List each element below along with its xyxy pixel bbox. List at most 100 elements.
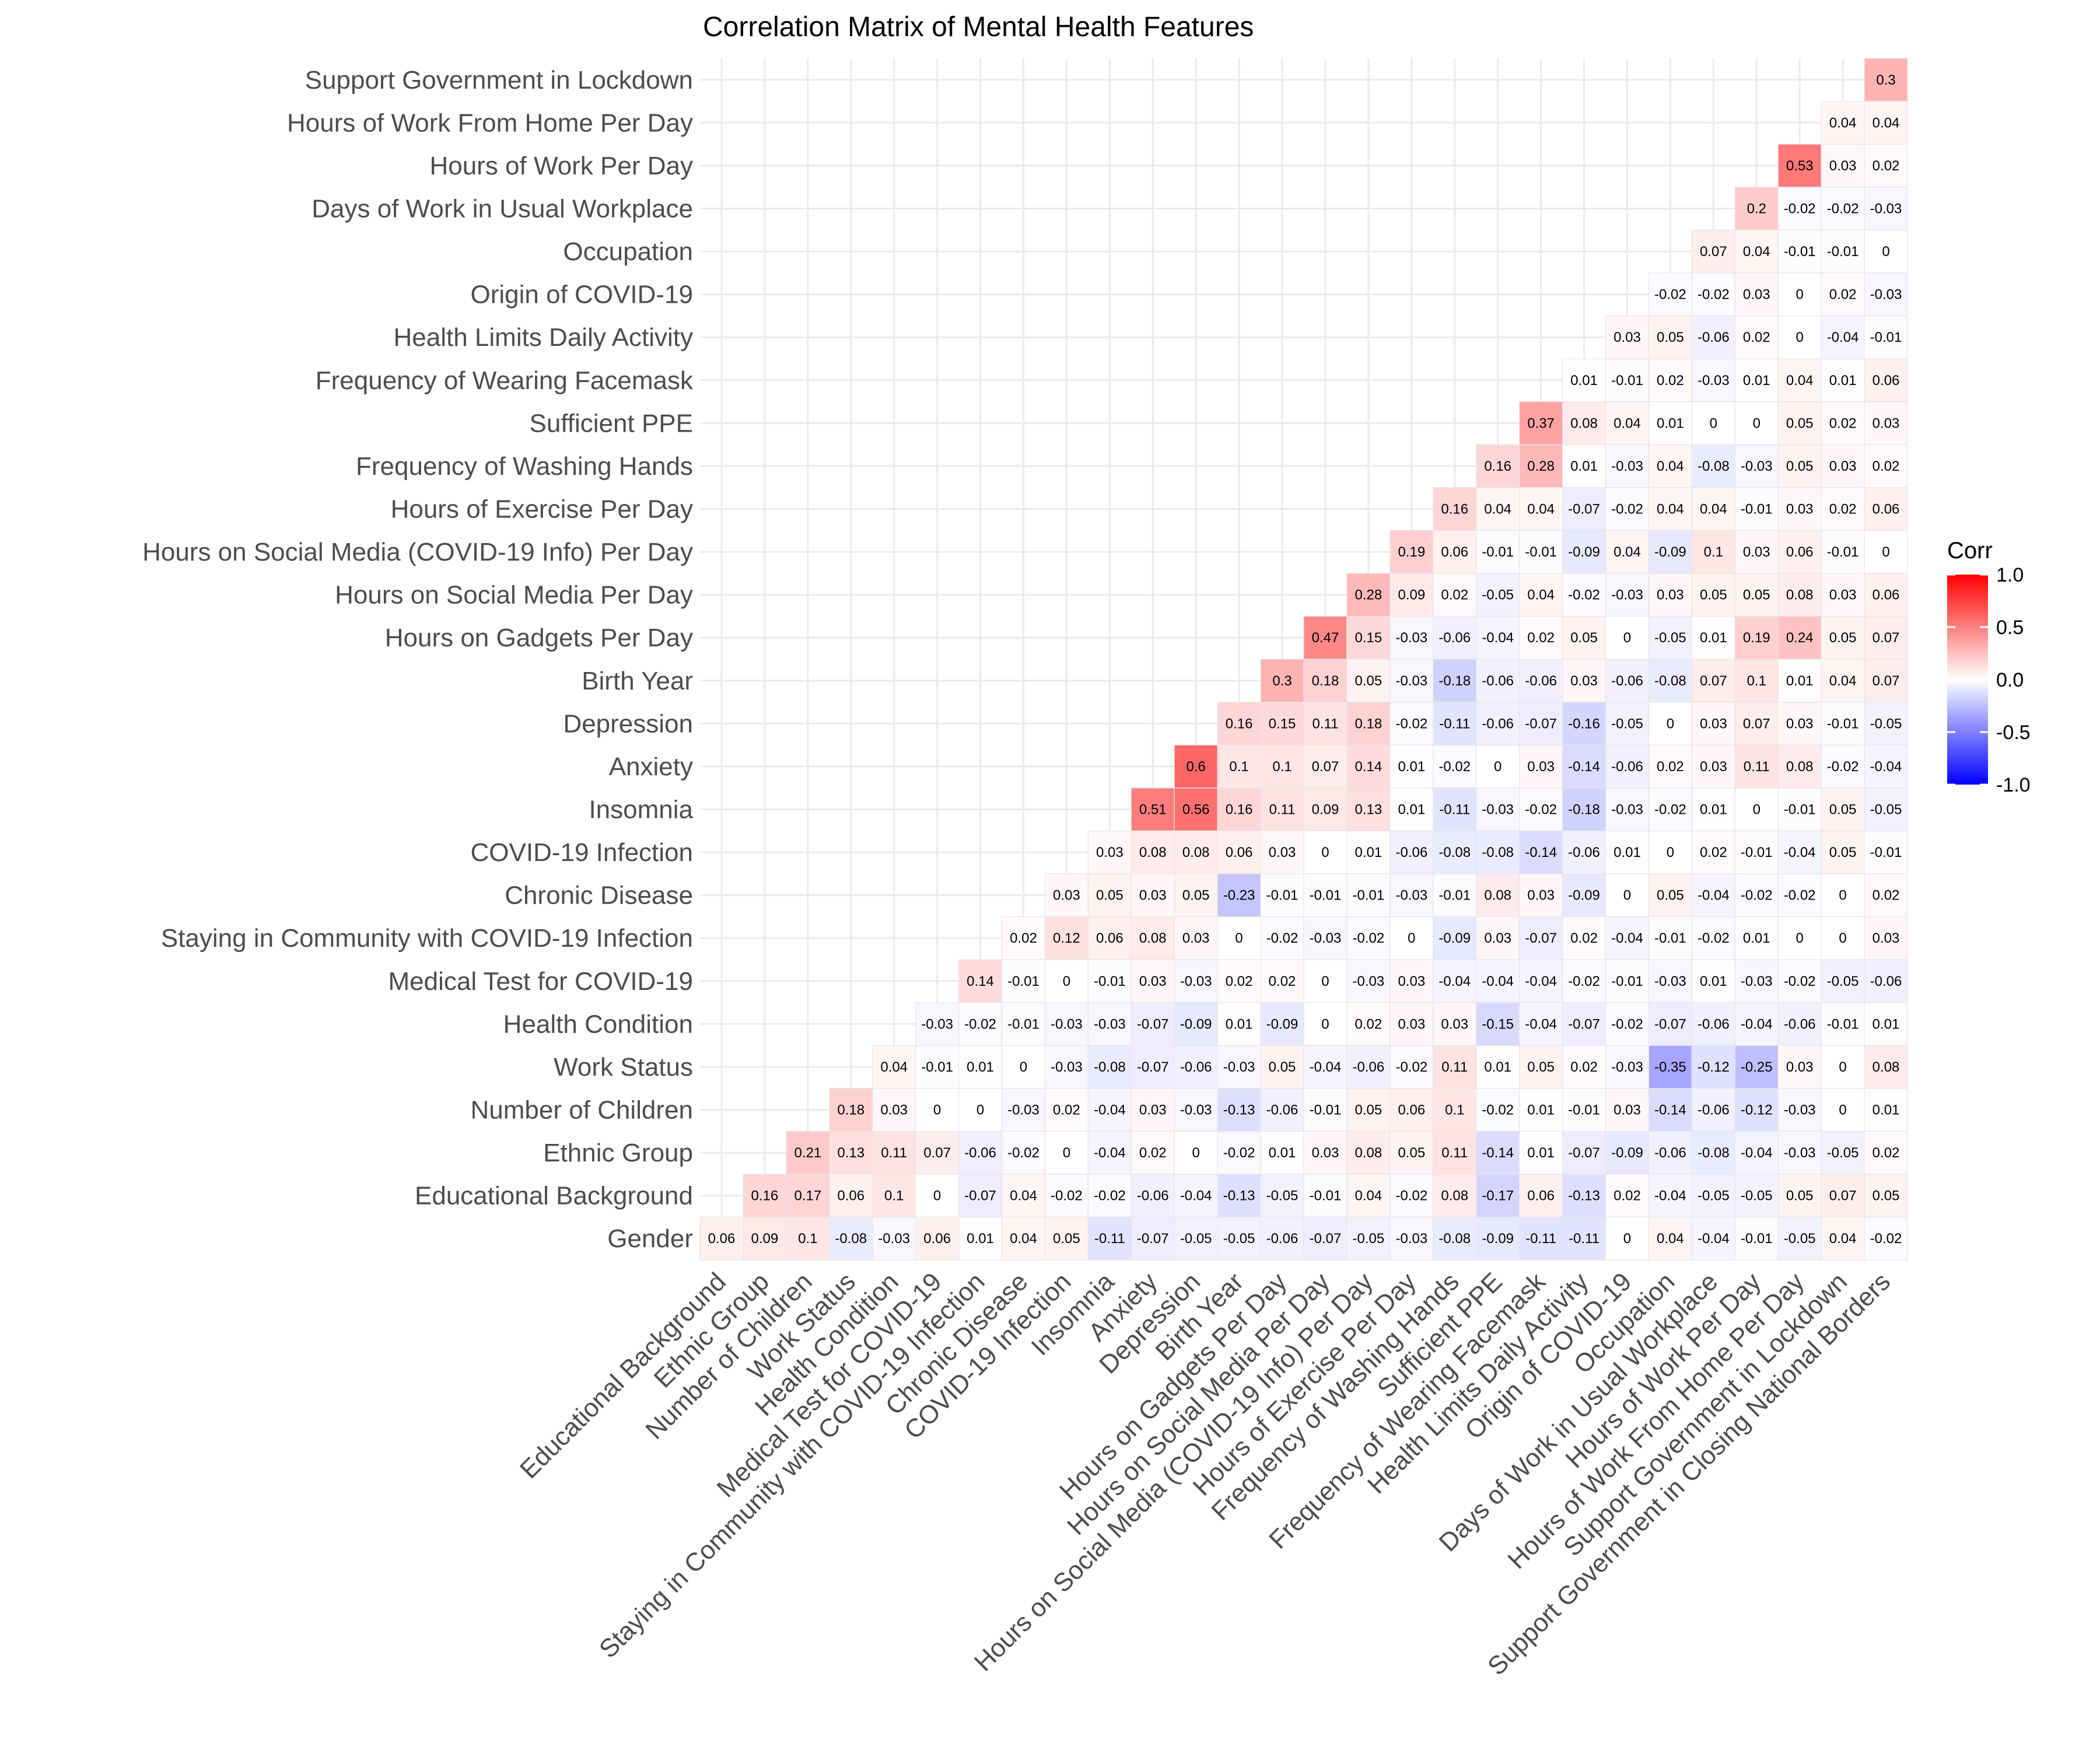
cell-value-label: 0.08	[1786, 587, 1814, 603]
heatmap-cell	[1648, 573, 1692, 617]
heatmap-cell	[1001, 1088, 1046, 1132]
cell-value-label: -0.03	[1051, 1016, 1083, 1032]
cell-value-label: 0	[1063, 974, 1070, 989]
heatmap-cell	[915, 1002, 960, 1046]
heatmap-cell	[786, 1174, 830, 1218]
y-tick-label: Number of Children	[471, 1096, 694, 1125]
cell-value-label: -0.04	[1438, 974, 1471, 989]
heatmap-cell	[915, 1045, 960, 1089]
cell-value-label: -0.06	[1698, 330, 1730, 345]
cell-value-label: -0.05	[1611, 716, 1643, 732]
cell-value-label: -0.01	[1310, 1188, 1342, 1204]
cell-value-label: -0.03	[1395, 888, 1427, 904]
cell-value-label: 0.04	[1829, 115, 1857, 131]
heatmap-cell	[1346, 1045, 1391, 1089]
cell-value-label: -0.02	[1051, 1188, 1083, 1204]
cell-value-label: 0	[1839, 1059, 1846, 1075]
heatmap-cell	[1777, 615, 1822, 660]
heatmap-cell	[1130, 1130, 1175, 1175]
heatmap-cell	[1777, 744, 1822, 789]
cell-value-label: 0.06	[1873, 502, 1900, 517]
cell-value-label: 0	[1623, 630, 1631, 646]
heatmap-cell	[1648, 1216, 1692, 1261]
heatmap-cell	[1519, 487, 1563, 531]
heatmap-cell	[786, 1130, 830, 1175]
cell-value-label: 0.07	[1312, 759, 1339, 775]
cell-value-label: 0.05	[1398, 1145, 1425, 1161]
heatmap-cell	[1044, 1216, 1088, 1261]
heatmap-cell	[1562, 530, 1606, 574]
cell-value-label: 0.03	[1786, 1059, 1814, 1075]
cell-value-label: 0.06	[1527, 1188, 1555, 1204]
cell-value-label: 0.04	[1873, 115, 1900, 131]
cell-value-label: -0.03	[1395, 1231, 1427, 1247]
heatmap-cell	[1562, 959, 1606, 1003]
heatmap-cell	[1562, 573, 1606, 617]
heatmap-cell	[872, 1045, 916, 1089]
cell-value-label: 0.18	[1355, 716, 1382, 732]
heatmap-cell	[1821, 573, 1865, 617]
cell-value-label: -0.03	[1784, 1145, 1816, 1161]
cell-value-label: -0.06	[1698, 1102, 1730, 1118]
cell-value-label: -0.02	[1353, 930, 1385, 946]
cell-value-label: -0.03	[1223, 1059, 1255, 1075]
heatmap-cell	[1691, 530, 1735, 574]
cell-value-label: 0.02	[1355, 1016, 1382, 1032]
heatmap-cell	[1476, 873, 1520, 918]
cell-value-label: 0.15	[1269, 716, 1296, 732]
cell-value-label: -0.01	[1438, 888, 1471, 904]
cell-value-label: -0.06	[1654, 1145, 1686, 1161]
y-tick-label: Hours of Exercise Per Day	[391, 495, 693, 524]
cell-value-label: -0.07	[1568, 1016, 1600, 1032]
cell-value-label: -0.06	[1353, 1059, 1385, 1075]
cell-value-label: 0.09	[1398, 587, 1425, 603]
legend-tick-label: 1.0	[1996, 564, 2024, 586]
cell-value-label: 0.03	[1441, 1016, 1468, 1032]
cell-value-label: -0.01	[1611, 373, 1643, 388]
cell-value-label: 0.07	[1829, 1188, 1857, 1204]
heatmap-cell	[1562, 401, 1606, 445]
cell-value-label: -0.07	[1525, 930, 1557, 946]
y-tick-label: Hours on Gadgets Per Day	[385, 624, 693, 652]
cell-value-label: 0.16	[751, 1188, 779, 1204]
heatmap-cell	[1346, 744, 1391, 789]
cell-value-label: 0.3	[1876, 72, 1895, 88]
heatmap-cell	[1303, 1088, 1348, 1132]
cell-value-label: 0.06	[1226, 845, 1253, 860]
cell-value-label: 0.01	[1873, 1102, 1900, 1118]
cell-value-label: 0.01	[1700, 974, 1727, 989]
heatmap-cell	[1174, 744, 1218, 789]
cell-value-label: 0.1	[884, 1188, 904, 1204]
cell-value-label: -0.03	[1611, 587, 1643, 603]
cell-value-label: -0.03	[1870, 287, 1902, 303]
y-tick-label: Insomnia	[589, 796, 693, 824]
heatmap-cell	[1217, 916, 1261, 960]
heatmap-cell	[1648, 830, 1692, 874]
cell-value-label: -0.02	[1827, 759, 1859, 775]
cell-value-label: 0.47	[1312, 630, 1339, 646]
cell-value-label: 0.06	[1786, 544, 1814, 560]
heatmap-cell	[1864, 1174, 1908, 1218]
heatmap-cell	[1260, 873, 1304, 918]
heatmap-cell	[1821, 1216, 1865, 1261]
cell-value-label: -0.03	[1353, 974, 1385, 989]
cell-value-label: -0.04	[1525, 974, 1557, 989]
cell-value-label: 0.02	[1226, 974, 1253, 989]
cell-value-label: -0.13	[1568, 1188, 1600, 1204]
cell-value-label: -0.02	[1482, 1102, 1514, 1118]
cell-value-label: -0.06	[1698, 1016, 1730, 1032]
cell-value-label: -0.14	[1654, 1102, 1686, 1118]
cell-value-label: 0.02	[1614, 1188, 1641, 1204]
cell-value-label: 0.24	[1786, 630, 1814, 646]
heatmap-cell	[1130, 830, 1175, 874]
heatmap-cell	[1217, 744, 1261, 789]
cell-value-label: -0.13	[1223, 1188, 1255, 1204]
heatmap-cell	[1605, 873, 1650, 918]
cell-value-label: 0.04	[1829, 1231, 1857, 1247]
heatmap-cell	[1864, 830, 1908, 874]
cell-value-label: 0.01	[1786, 673, 1814, 689]
heatmap-cell	[1821, 229, 1865, 274]
cell-value-label: -0.05	[1223, 1231, 1255, 1247]
cell-value-label: -0.09	[1611, 1145, 1643, 1161]
cell-value-label: 0	[1753, 415, 1760, 431]
